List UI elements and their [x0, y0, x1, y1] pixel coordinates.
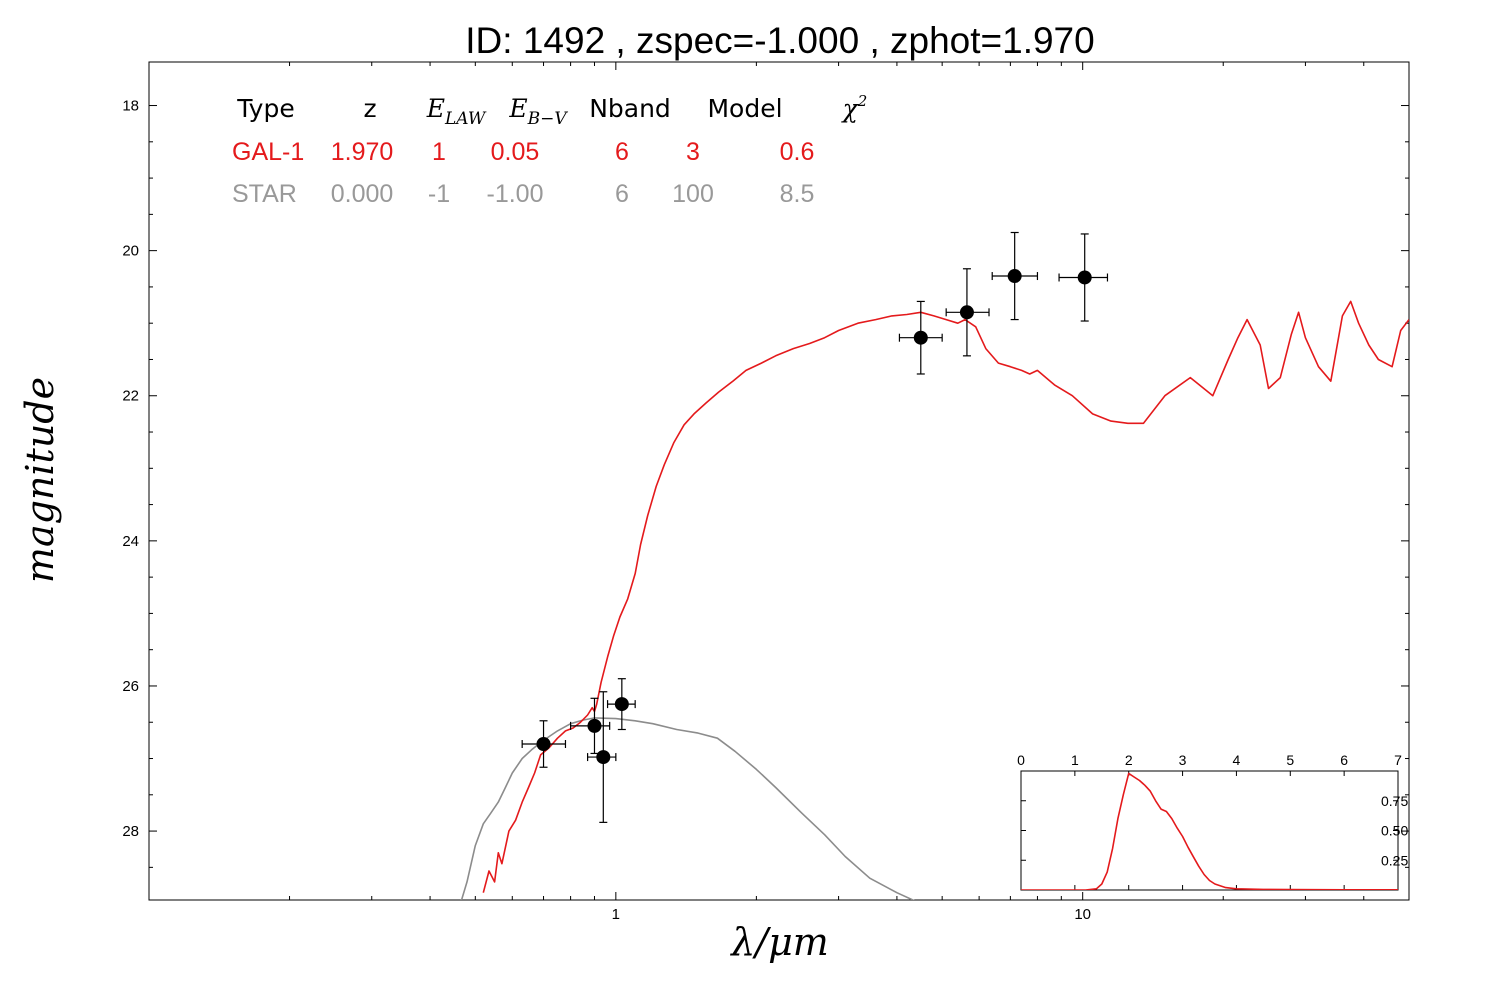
photometry-point	[606, 678, 636, 731]
y-tick-label: 24	[122, 533, 139, 550]
data-point-marker	[596, 750, 611, 765]
photometry-point	[1058, 233, 1109, 322]
inset-x-tick-label: 5	[1286, 752, 1294, 768]
data-point-marker	[1007, 269, 1022, 284]
photometry-point	[521, 720, 567, 768]
table-cell: 0.000	[331, 180, 394, 208]
y-tick-label: 18	[122, 98, 139, 115]
inset-x-tick-label: 6	[1340, 752, 1348, 768]
table-cell: 100	[672, 180, 714, 208]
y-tick-label: 20	[122, 243, 139, 260]
table-header-type: Type	[236, 94, 294, 123]
inset-x-tick-label: 0	[1017, 752, 1025, 768]
table-cell: -1	[428, 180, 450, 208]
data-point-marker	[959, 305, 974, 320]
table-cell: 8.5	[780, 180, 815, 208]
pdz-curve	[1021, 772, 1398, 890]
inset-x-tick-label: 3	[1179, 752, 1187, 768]
data-point-marker	[587, 718, 602, 733]
main-plot-frame	[148, 61, 1410, 901]
inset-x-tick-label: 1	[1071, 752, 1079, 768]
y-axis-label: magnitude	[18, 377, 62, 583]
photometry-point	[945, 268, 990, 357]
y-tick-label: 26	[122, 678, 139, 695]
x-tick-label: 10	[1074, 906, 1091, 923]
table-cell: 6	[615, 180, 629, 208]
table-header-z: z	[363, 94, 376, 123]
table-cell: 1.970	[331, 138, 394, 166]
inset-y-tick-label: 0.75	[1381, 793, 1408, 809]
data-point-marker	[536, 737, 551, 752]
inset-y-tick-label: 0.25	[1381, 852, 1408, 868]
photometry-point	[898, 300, 943, 375]
photometry-point	[587, 691, 617, 823]
inset-x-tick-label: 2	[1125, 752, 1133, 768]
photometry-point	[991, 231, 1039, 321]
inset-y-tick-label: 0.50	[1381, 823, 1408, 839]
table-cell: 6	[615, 138, 629, 166]
table-cell: 0.6	[780, 138, 815, 166]
table-cell: -1.00	[487, 180, 544, 208]
star-template-line	[460, 717, 915, 900]
inset-x-tick-label: 4	[1233, 752, 1241, 768]
pdz-inset: 0 1 2 3 4 5 6 7 0.25 0.50 0.75	[1017, 752, 1408, 891]
table-header-model: Model	[707, 94, 782, 123]
table-header-nband: Nband	[589, 94, 671, 123]
x-tick-label: 1	[612, 906, 620, 923]
inset-x-tick-label: 7	[1394, 752, 1402, 768]
table-row-gal: GAL-1 1.970 1 0.05 6 3 0.6	[232, 138, 814, 166]
y-tick-label: 28	[122, 823, 139, 840]
table-cell: STAR	[232, 180, 297, 208]
data-point-marker	[614, 697, 629, 712]
table-cell: 3	[686, 138, 700, 166]
data-point-marker	[1077, 270, 1092, 285]
figure-title: ID: 1492 , zspec=-1.000 , zphot=1.970	[465, 20, 1094, 61]
table-cell: 0.05	[491, 138, 540, 166]
table-cell: GAL-1	[232, 138, 304, 166]
y-tick-label: 22	[122, 388, 139, 405]
table-row-star: STAR 0.000 -1 -1.00 6 100 8.5	[232, 180, 814, 208]
table-cell: 1	[432, 138, 446, 166]
x-axis-label: λ/μm	[729, 920, 829, 964]
data-point-marker	[913, 330, 928, 345]
inset-frame	[1020, 770, 1399, 891]
